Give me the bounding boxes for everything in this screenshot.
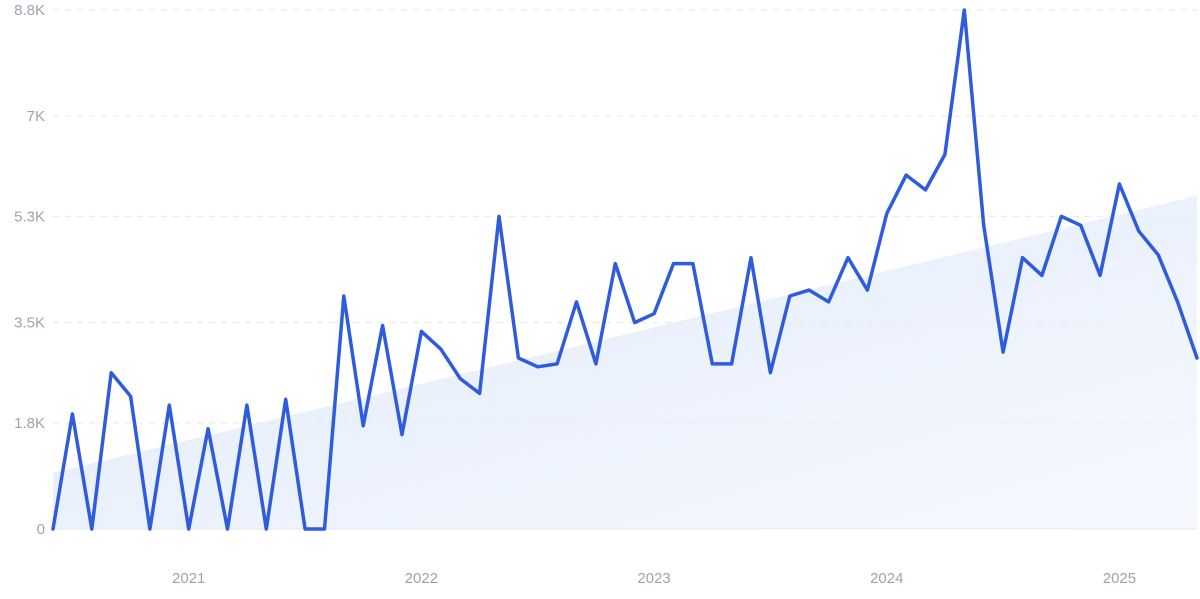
- x-tick-label: 2025: [1103, 570, 1136, 587]
- data-point: [400, 433, 404, 437]
- data-point: [536, 365, 540, 369]
- data-point: [419, 329, 423, 333]
- data-point: [982, 223, 986, 227]
- data-point: [575, 300, 579, 304]
- data-point: [361, 424, 365, 428]
- data-point: [1098, 273, 1102, 277]
- x-axis-ticks: 2021 2022 2023 2024 2025: [172, 570, 1136, 587]
- data-point: [264, 527, 268, 531]
- y-tick-label: 0: [37, 521, 45, 538]
- data-point: [1117, 182, 1121, 186]
- trend-area-fill: [53, 195, 1197, 529]
- data-point: [51, 527, 55, 531]
- data-point: [885, 212, 889, 216]
- data-point: [555, 362, 559, 366]
- data-point: [226, 527, 230, 531]
- y-tick-label: 1.8K: [14, 415, 45, 432]
- data-point: [827, 300, 831, 304]
- data-point: [284, 397, 288, 401]
- y-tick-label: 3.5K: [14, 315, 45, 332]
- data-point: [691, 262, 695, 266]
- data-point: [730, 362, 734, 366]
- data-point: [70, 412, 74, 416]
- data-point: [788, 294, 792, 298]
- data-point: [1137, 229, 1141, 233]
- data-point: [148, 527, 152, 531]
- data-point: [633, 321, 637, 325]
- y-tick-label: 8.8K: [14, 2, 45, 19]
- data-point: [90, 527, 94, 531]
- data-point: [1079, 223, 1083, 227]
- y-axis-ticks: 0 1.8K 3.5K 5.3K 7K 8.8K: [14, 2, 45, 538]
- data-point: [167, 403, 171, 407]
- data-point: [1156, 253, 1160, 257]
- data-point: [458, 377, 462, 381]
- data-point: [924, 188, 928, 192]
- x-tick-label: 2022: [405, 570, 438, 587]
- data-point: [342, 294, 346, 298]
- data-point: [323, 527, 327, 531]
- data-point: [1195, 356, 1199, 360]
- data-point: [245, 403, 249, 407]
- data-point: [710, 362, 714, 366]
- data-point: [303, 527, 307, 531]
- data-point: [187, 527, 191, 531]
- data-point: [904, 173, 908, 177]
- data-point: [962, 8, 966, 12]
- data-point: [594, 362, 598, 366]
- data-point: [807, 288, 811, 292]
- y-tick-label: 7K: [27, 108, 45, 125]
- x-tick-label: 2024: [870, 570, 903, 587]
- data-point: [846, 256, 850, 260]
- data-point: [206, 427, 210, 431]
- series-line: [51, 8, 1199, 531]
- series-path: [51, 8, 1199, 531]
- data-point: [497, 214, 501, 218]
- data-point: [439, 347, 443, 351]
- x-tick-label: 2023: [637, 570, 670, 587]
- data-point: [1021, 256, 1025, 260]
- data-point: [749, 256, 753, 260]
- data-point: [129, 394, 133, 398]
- data-point: [478, 391, 482, 395]
- data-point: [1040, 273, 1044, 277]
- data-point: [1001, 350, 1005, 354]
- data-point: [672, 262, 676, 266]
- data-point: [943, 153, 947, 157]
- data-point: [1059, 214, 1063, 218]
- data-point: [1176, 300, 1180, 304]
- data-point: [516, 356, 520, 360]
- data-point: [613, 262, 617, 266]
- data-point: [865, 288, 869, 292]
- y-tick-label: 5.3K: [14, 208, 45, 225]
- data-point: [652, 312, 656, 316]
- trend-area: [53, 195, 1197, 529]
- data-point: [109, 371, 113, 375]
- data-point: [381, 324, 385, 328]
- x-tick-label: 2021: [172, 570, 205, 587]
- data-point: [768, 371, 772, 375]
